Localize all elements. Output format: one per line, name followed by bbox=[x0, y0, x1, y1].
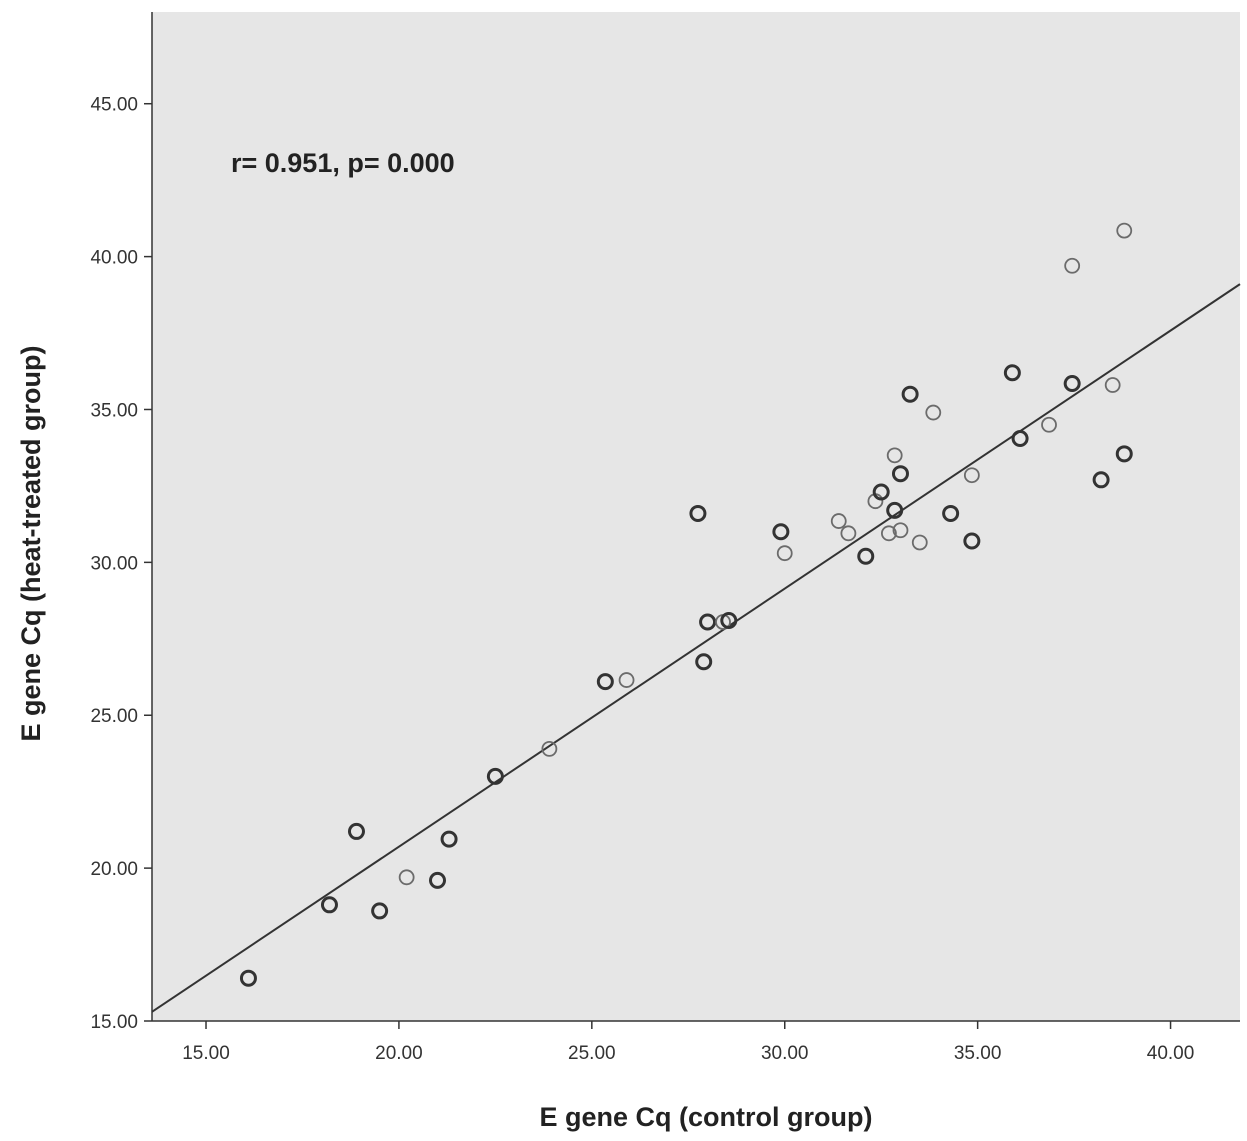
y-tick-label: 40.00 bbox=[90, 248, 138, 269]
data-point bbox=[1116, 222, 1133, 239]
y-tick-label: 35.00 bbox=[90, 400, 138, 421]
data-point bbox=[1115, 445, 1133, 463]
data-point bbox=[695, 653, 713, 671]
data-point bbox=[857, 547, 875, 565]
y-tick-label: 45.00 bbox=[90, 95, 138, 116]
data-point bbox=[1011, 430, 1029, 448]
x-tick-label: 15.00 bbox=[182, 1043, 230, 1064]
axes: 15.00 20.00 25.00 30.00 35.00 40.00 15.00 20.00… bbox=[90, 12, 1240, 1064]
fit-line-group bbox=[151, 283, 1241, 1013]
plot-area bbox=[152, 12, 1240, 1021]
x-axis-title: E gene Cq (control group) bbox=[540, 1102, 873, 1132]
data-points bbox=[239, 222, 1133, 987]
x-tick-label: 20.00 bbox=[375, 1043, 423, 1064]
data-point bbox=[239, 969, 257, 987]
data-point bbox=[892, 522, 909, 539]
data-point bbox=[699, 613, 717, 631]
y-tick-label: 20.00 bbox=[90, 859, 138, 880]
data-point bbox=[371, 902, 389, 920]
data-point bbox=[541, 740, 558, 757]
data-point bbox=[1041, 416, 1057, 433]
data-point bbox=[925, 404, 942, 421]
data-point bbox=[830, 513, 847, 529]
data-point bbox=[429, 871, 447, 889]
data-point bbox=[1092, 471, 1110, 489]
data-point bbox=[596, 673, 614, 691]
data-point bbox=[320, 896, 338, 914]
correlation-annotation: r= 0.951, p= 0.000 bbox=[231, 148, 455, 178]
data-point bbox=[486, 767, 504, 785]
data-point bbox=[891, 465, 909, 483]
data-point bbox=[1064, 257, 1081, 274]
x-tick-label: 35.00 bbox=[954, 1043, 1002, 1064]
data-point bbox=[440, 830, 458, 848]
y-axis-title: E gene Cq (heat-treated group) bbox=[16, 345, 46, 741]
data-point bbox=[901, 385, 919, 403]
data-point bbox=[347, 822, 365, 840]
data-point bbox=[689, 504, 707, 522]
data-point bbox=[772, 523, 790, 541]
data-point bbox=[872, 483, 890, 501]
data-point bbox=[886, 447, 903, 464]
data-point bbox=[881, 525, 897, 542]
data-point bbox=[886, 501, 904, 519]
data-point bbox=[963, 467, 980, 484]
fit-line bbox=[151, 283, 1241, 1013]
data-point bbox=[618, 672, 635, 688]
x-tick-label: 25.00 bbox=[568, 1043, 616, 1064]
data-point bbox=[1104, 377, 1121, 393]
data-point bbox=[911, 534, 928, 551]
data-point bbox=[840, 525, 857, 542]
x-tick-label: 30.00 bbox=[761, 1043, 809, 1064]
data-point bbox=[963, 532, 981, 550]
y-tick-label: 15.00 bbox=[90, 1012, 138, 1033]
x-tick-label: 40.00 bbox=[1147, 1043, 1195, 1064]
data-point bbox=[720, 611, 738, 629]
y-tick-label: 30.00 bbox=[90, 553, 138, 574]
data-point bbox=[398, 869, 415, 886]
data-point bbox=[776, 545, 793, 562]
data-point bbox=[1003, 364, 1021, 382]
data-point bbox=[942, 504, 960, 522]
data-point bbox=[1063, 374, 1081, 392]
y-tick-label: 25.00 bbox=[90, 706, 138, 727]
